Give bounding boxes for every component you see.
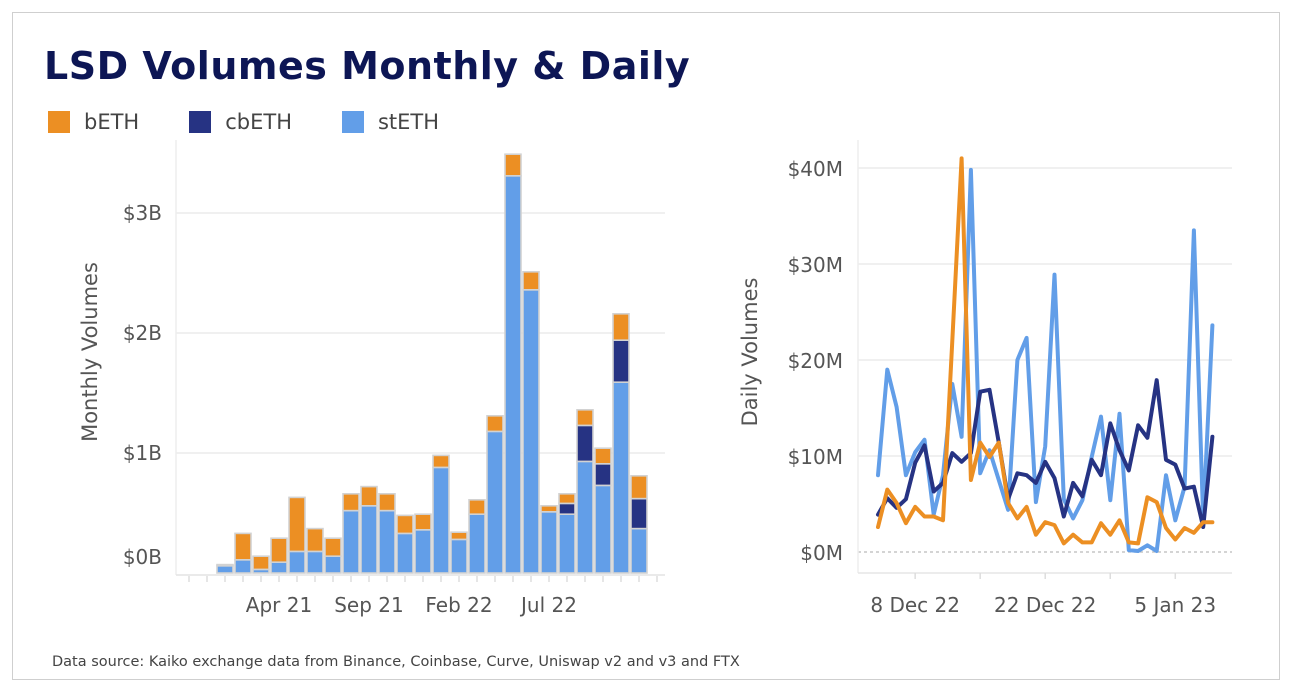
legend-swatch-cbeth xyxy=(189,111,212,133)
bar-steth xyxy=(324,555,342,574)
y-tick-label: $30M xyxy=(788,253,843,277)
bar-steth xyxy=(378,509,396,574)
bar-steth xyxy=(414,528,432,574)
x-tick-label: Sep 21 xyxy=(334,593,404,617)
bar-beth xyxy=(396,514,414,535)
bar-steth xyxy=(342,509,360,574)
bar-steth xyxy=(630,527,648,574)
bar-steth xyxy=(306,550,324,574)
bar-cbeth xyxy=(558,502,576,515)
bar-steth xyxy=(504,175,522,574)
bar-beth xyxy=(594,447,612,465)
y-tick-label: $20M xyxy=(788,349,843,373)
x-tick-label: Apr 21 xyxy=(246,593,312,617)
legend-label: cbETH xyxy=(225,110,292,134)
bar-steth xyxy=(396,532,414,574)
bar-steth xyxy=(468,513,486,574)
bar-steth xyxy=(576,460,594,574)
x-tick-label: Jul 22 xyxy=(519,593,577,617)
x-tick-label: 8 Dec 22 xyxy=(870,593,960,617)
bar-beth xyxy=(522,270,540,291)
legend: bETH cbETH stETH xyxy=(48,110,489,134)
bar-steth xyxy=(288,550,306,574)
bar-beth xyxy=(486,414,504,433)
bar-beth xyxy=(540,504,558,513)
bar-beth xyxy=(414,513,432,531)
legend-swatch-steth xyxy=(341,111,364,133)
bar-beth xyxy=(360,485,378,507)
data-source-note: Data source: Kaiko exchange data from Bi… xyxy=(52,654,740,670)
monthly-y-axis-title: Monthly Volumes xyxy=(78,262,102,442)
bar-steth xyxy=(432,466,450,574)
bar-beth xyxy=(342,492,360,512)
bar-beth xyxy=(576,408,594,427)
chart-title: LSD Volumes Monthly & Daily xyxy=(44,44,691,88)
bar-beth xyxy=(306,527,324,553)
bar-beth xyxy=(288,496,306,553)
bar-beth xyxy=(252,555,270,571)
x-tick-label: 22 Dec 22 xyxy=(994,593,1096,617)
bar-beth xyxy=(612,312,630,341)
bar-beth xyxy=(468,498,486,515)
bar-beth xyxy=(378,492,396,512)
line-beth xyxy=(876,156,1215,546)
bar-steth xyxy=(540,510,558,574)
bar-steth xyxy=(612,381,630,574)
y-tick-label: $10M xyxy=(788,445,843,469)
daily-y-axis-title: Daily Volumes xyxy=(738,278,762,427)
bar-steth xyxy=(558,513,576,574)
bar-steth xyxy=(360,504,378,574)
y-tick-label: $3B xyxy=(123,201,162,225)
bar-beth xyxy=(630,474,648,500)
bar-beth xyxy=(558,492,576,505)
bar-steth xyxy=(594,484,612,574)
bar-steth xyxy=(270,561,288,574)
bar-beth xyxy=(450,531,468,541)
bar-steth xyxy=(486,430,504,574)
bar-steth xyxy=(450,538,468,574)
chart-card xyxy=(12,12,1280,680)
y-tick-label: $0M xyxy=(800,541,843,565)
bar-cbeth xyxy=(630,497,648,530)
bar-beth xyxy=(324,537,342,558)
bar-steth xyxy=(234,558,252,574)
bar-beth xyxy=(216,563,234,567)
y-tick-label: $1B xyxy=(123,441,162,465)
legend-item-beth[interactable]: bETH xyxy=(48,110,139,134)
legend-label: bETH xyxy=(84,110,140,134)
line-cbeth xyxy=(876,378,1215,529)
bar-beth xyxy=(234,532,252,561)
bar-cbeth xyxy=(612,339,630,384)
bar-steth xyxy=(522,288,540,574)
bar-cbeth xyxy=(576,424,594,463)
bar-steth xyxy=(216,564,234,574)
y-tick-label: $2B xyxy=(123,321,162,345)
bar-beth xyxy=(432,454,450,469)
bar-beth xyxy=(504,153,522,177)
legend-swatch-beth xyxy=(48,111,70,133)
bar-beth xyxy=(270,537,288,564)
y-tick-label: $40M xyxy=(788,157,843,181)
bar-cbeth xyxy=(594,462,612,487)
y-tick-label: $0B xyxy=(123,545,162,569)
legend-item-steth[interactable]: stETH xyxy=(341,110,440,134)
legend-label: stETH xyxy=(377,110,440,134)
x-tick-label: Feb 22 xyxy=(425,593,492,617)
x-tick-label: 5 Jan 23 xyxy=(1134,593,1216,617)
legend-item-cbeth[interactable]: cbETH xyxy=(189,110,292,134)
